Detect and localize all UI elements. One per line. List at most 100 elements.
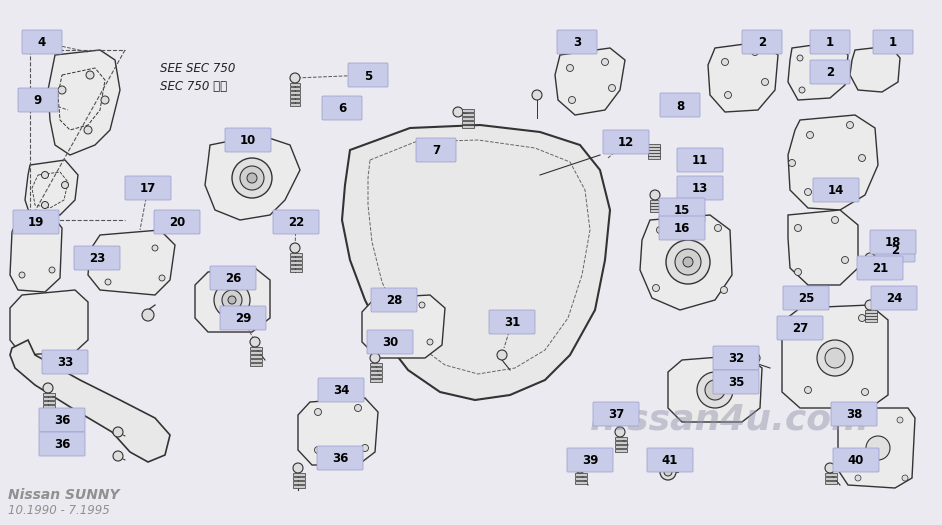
Text: Nissan SUNNY: Nissan SUNNY	[8, 488, 120, 502]
Circle shape	[222, 290, 242, 310]
Circle shape	[817, 340, 853, 376]
Polygon shape	[25, 160, 78, 215]
Circle shape	[705, 380, 725, 400]
Bar	[865, 266, 877, 268]
Circle shape	[666, 240, 710, 284]
Text: 6: 6	[338, 102, 346, 116]
Circle shape	[290, 243, 300, 253]
Bar	[290, 265, 302, 268]
Circle shape	[827, 47, 833, 53]
Circle shape	[113, 451, 123, 461]
Text: 38: 38	[846, 408, 862, 422]
FancyBboxPatch shape	[210, 266, 256, 290]
Bar	[43, 393, 55, 396]
Text: 21: 21	[872, 262, 888, 276]
Circle shape	[804, 317, 811, 323]
Text: 16: 16	[674, 223, 690, 236]
Circle shape	[664, 468, 672, 476]
FancyBboxPatch shape	[22, 30, 62, 54]
Text: 22: 22	[288, 216, 304, 229]
FancyBboxPatch shape	[831, 402, 877, 426]
Bar	[575, 473, 587, 476]
FancyBboxPatch shape	[603, 130, 649, 154]
Bar	[250, 351, 262, 354]
Bar	[370, 379, 382, 382]
FancyBboxPatch shape	[322, 96, 362, 120]
Circle shape	[804, 188, 811, 195]
FancyBboxPatch shape	[317, 446, 363, 470]
Circle shape	[370, 353, 380, 363]
FancyBboxPatch shape	[371, 288, 417, 312]
Bar	[290, 91, 300, 94]
Circle shape	[61, 182, 69, 188]
Polygon shape	[10, 340, 170, 462]
Bar	[290, 87, 300, 90]
Circle shape	[228, 296, 236, 304]
Bar	[825, 473, 837, 476]
Circle shape	[362, 445, 368, 452]
Circle shape	[852, 415, 858, 421]
Text: 5: 5	[364, 69, 372, 82]
Bar	[43, 401, 55, 404]
Bar	[462, 117, 474, 120]
Text: 35: 35	[728, 376, 744, 390]
Circle shape	[855, 475, 861, 481]
Circle shape	[804, 386, 811, 394]
FancyBboxPatch shape	[677, 176, 723, 200]
FancyBboxPatch shape	[777, 316, 823, 340]
Bar	[250, 347, 262, 350]
Circle shape	[825, 463, 835, 473]
Polygon shape	[48, 50, 120, 155]
Bar	[290, 103, 300, 106]
Circle shape	[866, 436, 890, 460]
Circle shape	[566, 65, 574, 71]
Bar	[648, 144, 660, 146]
Bar	[575, 481, 587, 484]
Circle shape	[865, 300, 875, 310]
Circle shape	[615, 427, 625, 437]
Circle shape	[382, 342, 388, 348]
Text: 2: 2	[826, 67, 834, 79]
Polygon shape	[88, 230, 175, 295]
Bar	[865, 313, 877, 316]
Circle shape	[825, 348, 845, 368]
Polygon shape	[640, 215, 732, 310]
Circle shape	[49, 267, 55, 273]
Text: 41: 41	[662, 455, 678, 467]
FancyBboxPatch shape	[42, 350, 88, 374]
Circle shape	[835, 75, 841, 81]
FancyBboxPatch shape	[875, 238, 915, 262]
FancyBboxPatch shape	[416, 138, 456, 162]
Bar	[462, 125, 474, 128]
Polygon shape	[788, 115, 878, 210]
Circle shape	[240, 166, 264, 190]
Polygon shape	[555, 48, 625, 115]
FancyBboxPatch shape	[813, 178, 859, 202]
Bar	[293, 473, 305, 476]
Circle shape	[45, 219, 51, 225]
FancyBboxPatch shape	[810, 60, 850, 84]
Text: 2: 2	[758, 37, 766, 49]
Bar	[293, 481, 305, 484]
Text: 11: 11	[691, 154, 708, 167]
Text: 36: 36	[332, 453, 349, 466]
FancyBboxPatch shape	[857, 256, 903, 280]
Text: 23: 23	[89, 253, 106, 266]
Circle shape	[653, 285, 659, 291]
FancyBboxPatch shape	[713, 346, 759, 370]
Text: 25: 25	[798, 292, 814, 306]
Bar	[250, 363, 262, 366]
Circle shape	[250, 337, 260, 347]
Circle shape	[41, 172, 48, 179]
Circle shape	[683, 257, 693, 267]
Circle shape	[232, 158, 272, 198]
Bar	[865, 263, 877, 266]
FancyBboxPatch shape	[367, 330, 413, 354]
Circle shape	[214, 282, 250, 318]
Circle shape	[832, 216, 838, 224]
Circle shape	[19, 272, 25, 278]
FancyBboxPatch shape	[567, 448, 613, 472]
Text: 36: 36	[54, 415, 71, 427]
Text: 33: 33	[57, 356, 73, 370]
Bar	[290, 99, 300, 102]
